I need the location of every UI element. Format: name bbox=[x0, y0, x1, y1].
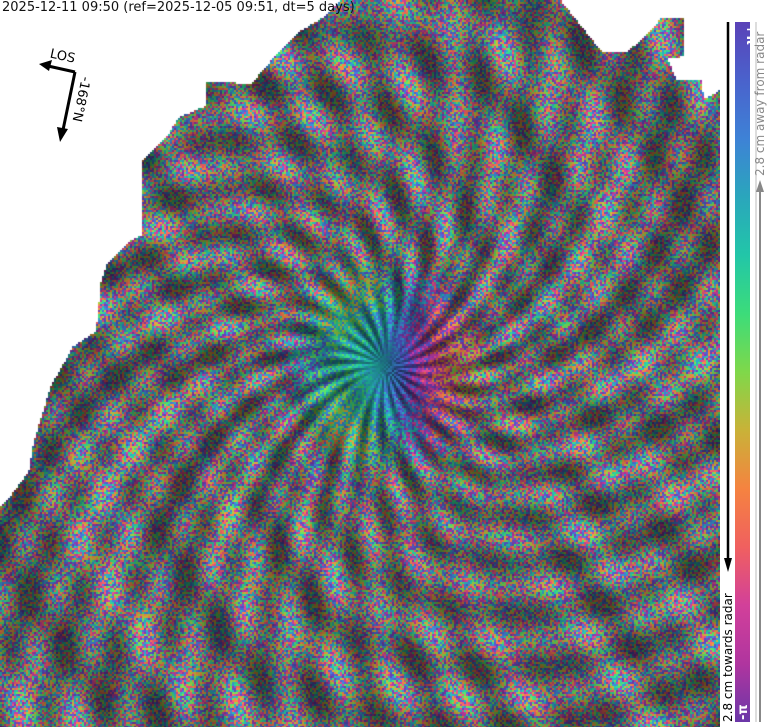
away-arrow-head-icon bbox=[756, 180, 764, 192]
los-arrow-head-icon bbox=[39, 60, 52, 71]
image-title: 2025-12-11 09:50 (ref=2025-12-05 09:51, … bbox=[2, 0, 355, 15]
interferogram-map bbox=[0, 0, 720, 727]
heading-arrow-line bbox=[61, 71, 77, 131]
colorbar-gradient bbox=[735, 22, 750, 722]
towards-label: 2.8 cm towards radar bbox=[721, 593, 735, 722]
away-label: 2.8 cm away from radar bbox=[753, 32, 767, 176]
towards-arrow-head-icon bbox=[724, 558, 732, 572]
los-arrow-line bbox=[47, 64, 76, 74]
heading-arrow-head-icon bbox=[57, 127, 68, 142]
los-compass: LOS -168°N bbox=[39, 47, 93, 142]
colorbar-top-label: +π bbox=[743, 24, 758, 45]
colorbar-bottom-label: -π bbox=[736, 704, 751, 720]
los-label: LOS bbox=[49, 47, 77, 67]
colorbar: +π -π 2.8 cm towards radar 2.8 cm away f… bbox=[721, 22, 767, 722]
